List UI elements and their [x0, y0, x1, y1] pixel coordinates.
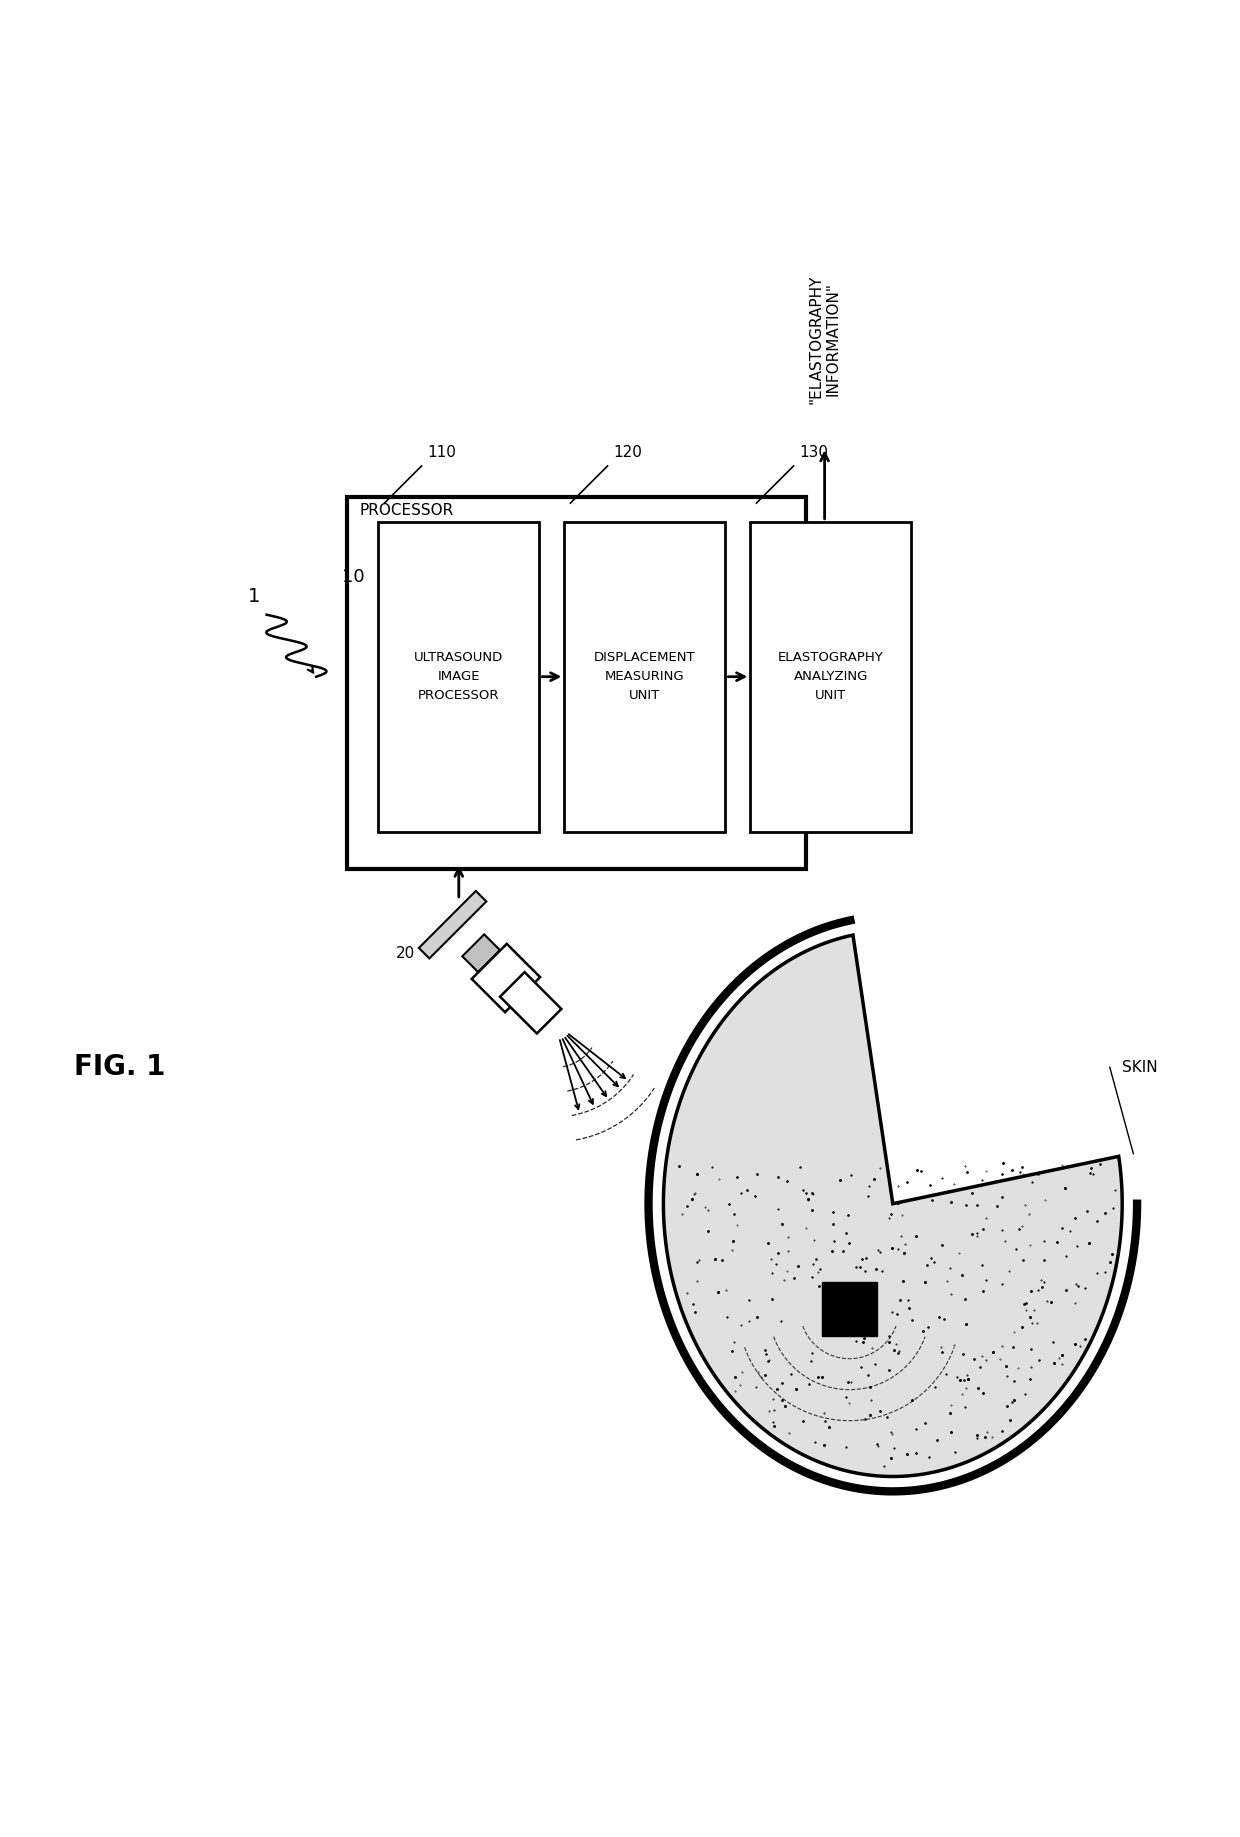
Text: ULTRASOUND
IMAGE
PROCESSOR: ULTRASOUND IMAGE PROCESSOR [414, 650, 503, 702]
Text: 20: 20 [396, 946, 415, 961]
Bar [750, 522, 911, 832]
Text: SKIN: SKIN [1122, 1060, 1158, 1075]
Text: ROI (30): ROI (30) [992, 1222, 1055, 1236]
Polygon shape [471, 944, 541, 1012]
Polygon shape [500, 972, 562, 1034]
Text: PROCESSOR: PROCESSOR [360, 503, 454, 518]
Text: DISPLACEMENT
MEASURING
UNIT: DISPLACEMENT MEASURING UNIT [594, 650, 696, 702]
Text: 130: 130 [800, 445, 828, 459]
Text: 1: 1 [248, 586, 260, 606]
Polygon shape [463, 935, 500, 972]
Text: ELASTOGRAPHY
ANALYZING
UNIT: ELASTOGRAPHY ANALYZING UNIT [777, 650, 884, 702]
Text: 120: 120 [614, 445, 642, 459]
Bar [564, 522, 725, 832]
Bar [347, 496, 806, 869]
Text: "ELASTOGRAPHY
INFORMATION": "ELASTOGRAPHY INFORMATION" [808, 274, 841, 404]
Bar [822, 1282, 877, 1335]
Text: 110: 110 [428, 445, 456, 459]
Text: 10: 10 [342, 568, 365, 586]
Polygon shape [663, 935, 1122, 1477]
Bar [378, 522, 539, 832]
Text: FIG. 1: FIG. 1 [74, 1053, 166, 1082]
Polygon shape [419, 891, 486, 959]
